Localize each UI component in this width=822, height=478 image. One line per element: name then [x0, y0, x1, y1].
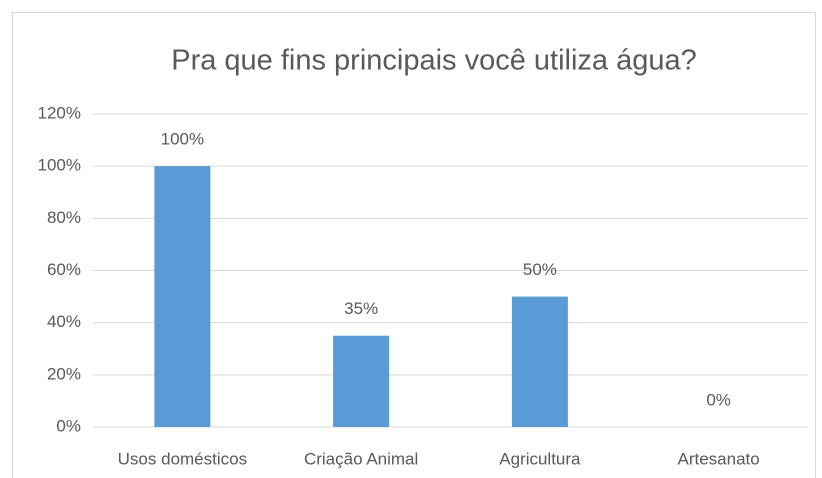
value-label: 100% — [161, 130, 204, 149]
x-tick-label: Usos domésticos — [118, 449, 247, 468]
value-label: 35% — [344, 299, 378, 318]
bar — [333, 335, 390, 427]
y-tick-label: 100% — [38, 156, 81, 175]
x-tick-label: Criação Animal — [304, 449, 418, 468]
chart-title: Pra que fins principais você utiliza águ… — [171, 45, 697, 77]
x-tick-label: Artesanato — [678, 449, 760, 468]
y-tick-label: 40% — [47, 312, 81, 331]
y-tick-label: 120% — [38, 103, 81, 122]
y-tick-label: 60% — [47, 260, 81, 279]
bar — [511, 296, 568, 427]
y-tick-label: 80% — [47, 208, 81, 227]
value-label: 50% — [523, 260, 557, 279]
y-tick-label: 0% — [56, 416, 81, 435]
value-label: 0% — [706, 390, 731, 409]
chart-border — [12, 12, 816, 478]
bar — [154, 166, 211, 427]
y-tick-label: 20% — [47, 364, 81, 383]
x-tick-label: Agricultura — [499, 449, 581, 468]
